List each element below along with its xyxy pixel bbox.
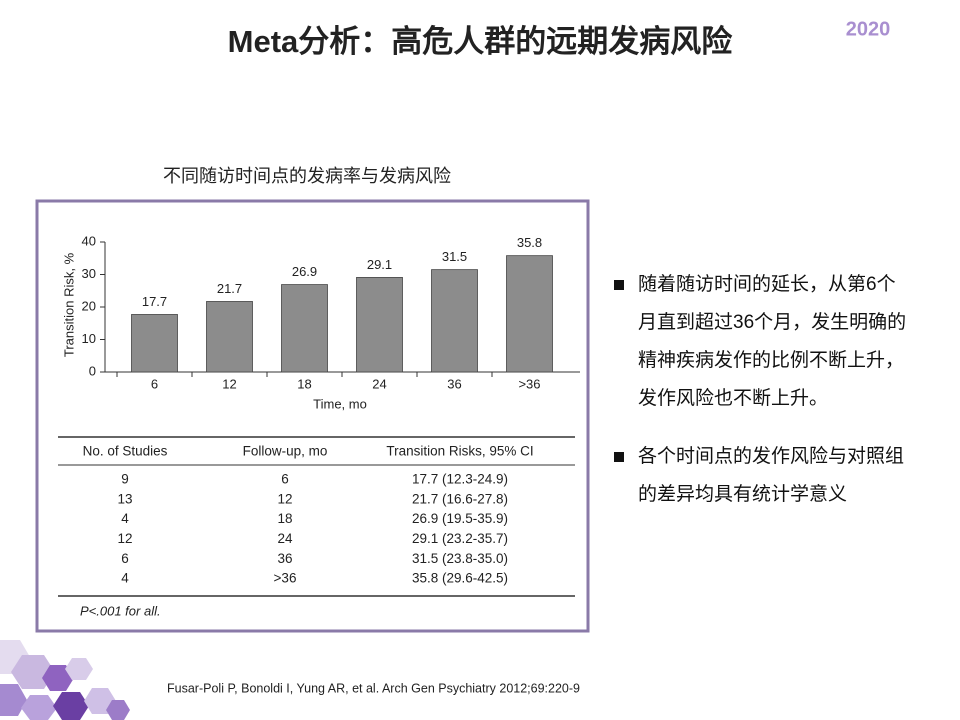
bullet-list: 随着随访时间的延长，从第6个月直到超过36个月，发生明确的精神疾病发作的比例不断… (612, 266, 912, 534)
y-tick-label: 30 (82, 266, 96, 281)
y-axis-label: Transition Risk, % (61, 252, 76, 357)
table-cell: 35.8 (29.6-42.5) (412, 571, 508, 586)
x-tick-label: >36 (518, 376, 540, 391)
y-tick-label: 40 (82, 233, 96, 248)
table-cell: 17.7 (12.3-24.9) (412, 472, 508, 487)
data-label: 29.1 (367, 257, 392, 272)
bar (506, 255, 553, 373)
bar (206, 301, 253, 373)
bullet: 随着随访时间的延长，从第6个月直到超过36个月，发生明确的精神疾病发作的比例不断… (612, 266, 912, 418)
x-tick-label: 12 (222, 376, 236, 391)
bar (431, 269, 478, 373)
table-cell: 26.9 (19.5-35.9) (412, 511, 508, 526)
data-label: 17.7 (142, 294, 167, 309)
bullet: 各个时间点的发作风险与对照组的差异均具有统计学意义 (612, 438, 912, 514)
data-label: 26.9 (292, 264, 317, 279)
data-label: 35.8 (517, 235, 542, 250)
y-tick-label: 0 (89, 363, 96, 378)
table-cell: 21.7 (16.6-27.8) (412, 491, 508, 506)
data-label: 31.5 (442, 249, 467, 264)
chart-subtitle: 不同随访时间点的发病率与发病风险 (163, 166, 451, 186)
bar (356, 277, 403, 373)
data-label: 21.7 (217, 281, 242, 296)
x-tick-label: 24 (372, 376, 386, 391)
table-header: Transition Risks, 95% CI (386, 444, 533, 459)
table-footnote: P<.001 for all. (80, 603, 161, 618)
table-header: No. of Studies (83, 444, 168, 459)
table-cell: 36 (277, 551, 292, 566)
x-axis-label: Time, mo (313, 396, 367, 411)
table-cell: 24 (277, 531, 293, 546)
table-cell: 6 (281, 472, 289, 487)
x-tick-label: 36 (447, 376, 461, 391)
table-cell: 29.1 (23.2-35.7) (412, 531, 508, 546)
y-tick-label: 10 (82, 331, 96, 346)
table-cell: >36 (274, 571, 297, 586)
decoration (0, 640, 130, 720)
table-header: Follow-up, mo (243, 444, 328, 459)
table-cell: 13 (117, 491, 132, 506)
slide-title: Meta分析：高危人群的远期发病风险 (228, 24, 734, 59)
citation: Fusar-Poli P, Bonoldi I, Yung AR, et al.… (167, 681, 580, 695)
table-cell: 6 (121, 551, 129, 566)
table-cell: 12 (277, 491, 292, 506)
bar (131, 314, 178, 373)
x-tick-label: 18 (297, 376, 311, 391)
y-tick-label: 20 (82, 298, 96, 313)
table-cell: 9 (121, 472, 129, 487)
table-cell: 12 (117, 531, 132, 546)
table-cell: 4 (121, 571, 129, 586)
table-cell: 18 (277, 511, 292, 526)
x-tick-label: 6 (151, 376, 158, 391)
bar (281, 284, 328, 373)
figure-frame (35, 199, 590, 633)
table-cell: 4 (121, 511, 129, 526)
year-badge: 2020 (846, 18, 891, 40)
table-cell: 31.5 (23.8-35.0) (412, 551, 508, 566)
